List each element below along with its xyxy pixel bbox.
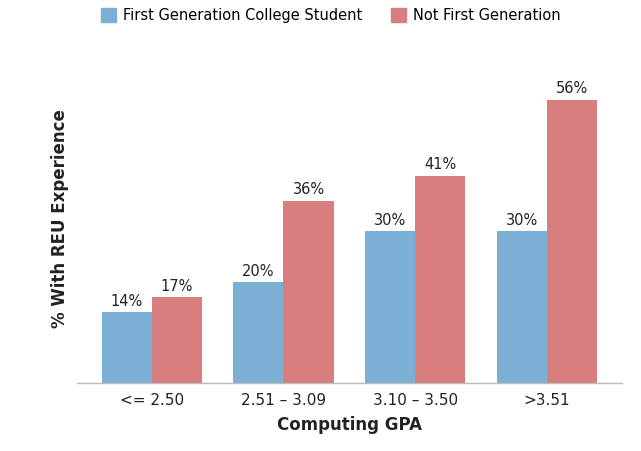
Text: 30%: 30% (506, 213, 538, 228)
Bar (365, 231, 415, 383)
Bar (497, 231, 547, 383)
Text: 14%: 14% (111, 294, 143, 309)
X-axis label: Computing GPA: Computing GPA (277, 416, 422, 434)
Text: 36%: 36% (292, 183, 324, 198)
Text: 17%: 17% (161, 279, 193, 294)
Y-axis label: % With REU Experience: % With REU Experience (51, 109, 69, 328)
Bar (102, 313, 152, 383)
Bar (152, 297, 202, 383)
Text: 41%: 41% (424, 157, 456, 172)
Bar (283, 201, 333, 383)
Bar (415, 176, 465, 383)
Text: 20%: 20% (242, 263, 275, 279)
Legend: First Generation College Student, Not First Generation: First Generation College Student, Not Fi… (95, 2, 567, 29)
Bar (547, 100, 597, 383)
Text: 30%: 30% (374, 213, 406, 228)
Bar (233, 282, 283, 383)
Text: 56%: 56% (556, 81, 588, 96)
